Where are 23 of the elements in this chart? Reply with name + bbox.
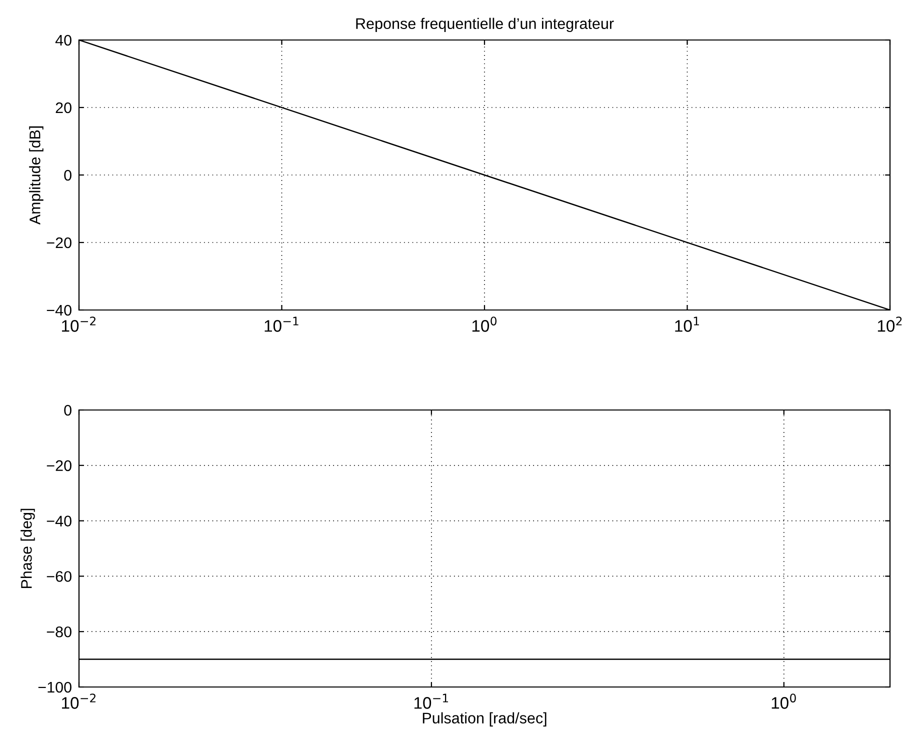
x-tick-label: 10$^{−2}$ — [62, 316, 96, 332]
x-tick-label: 10$^{0}$ — [772, 694, 796, 709]
chart-title: Reponse frequentielle d’un integrateur — [356, 18, 614, 32]
x-tick-label: 10$^{−1}$ — [264, 316, 298, 332]
x-tick-label: 10$^{−1}$ — [414, 694, 448, 709]
y-tick-label: 0 — [64, 170, 72, 181]
x-axis-title: Pulsation [rad/sec] — [422, 712, 546, 726]
y-tick-label: −80 — [46, 626, 72, 638]
y-tick-label: −60 — [46, 571, 72, 582]
y-tick-label: −40 — [46, 304, 72, 316]
y-tick-label: −20 — [46, 237, 72, 248]
y-axis-title: Amplitude [dB] — [29, 126, 44, 225]
y-tick-label: −40 — [46, 516, 72, 526]
y-tick-label: 40 — [55, 34, 72, 46]
y-tick-label: −20 — [46, 460, 72, 472]
x-tick-label: 10$^{−2}$ — [62, 694, 96, 709]
y-tick-label: 0 — [64, 404, 72, 416]
y-tick-label: 20 — [56, 102, 72, 114]
x-tick-label: 10$^{1}$ — [675, 316, 699, 332]
x-tick-label: 10$^{0}$ — [472, 316, 497, 332]
x-tick-label: 10$^{2}$ — [878, 316, 902, 332]
y-tick-label: −100 — [38, 682, 72, 693]
y-axis-title: Phase [deg] — [20, 508, 35, 588]
